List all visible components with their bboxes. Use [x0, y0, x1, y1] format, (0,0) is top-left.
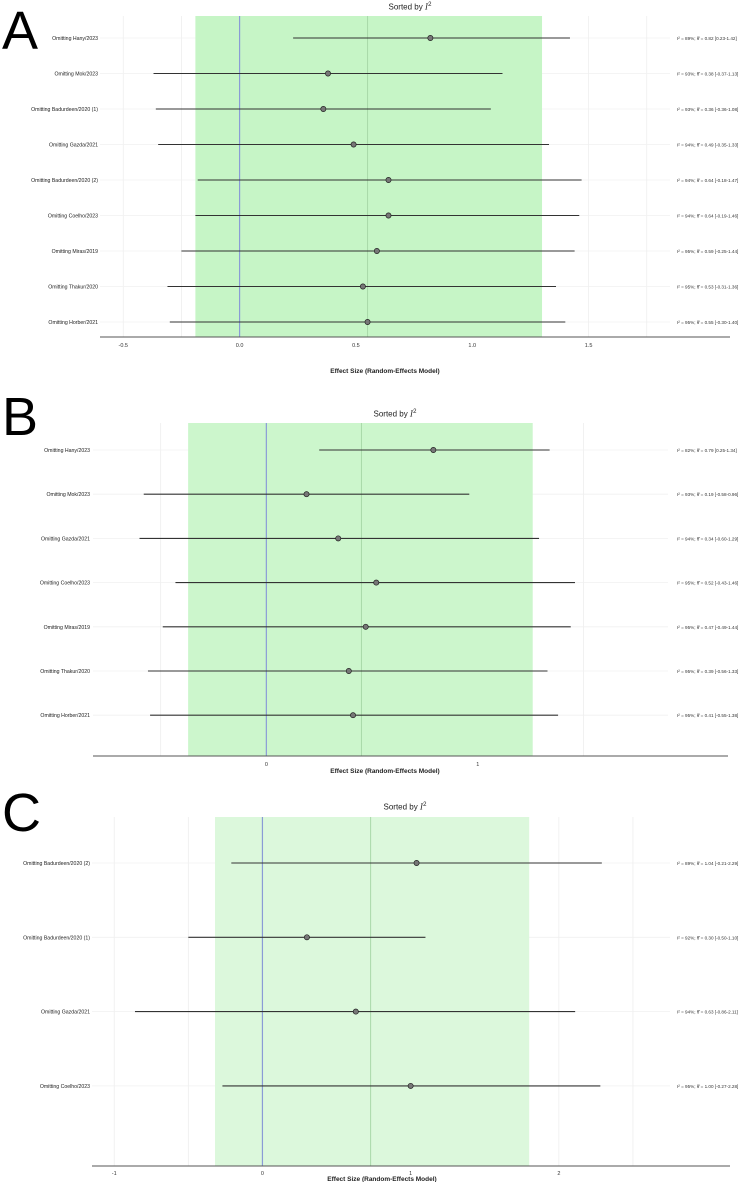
- x-axis-label: Effect Size (Random-Effects Model): [327, 1176, 436, 1182]
- title-stat-a: I: [424, 2, 429, 12]
- study-label: Omitting Badurdeen/2020 (2): [31, 178, 98, 184]
- x-tick-label: 0: [265, 762, 268, 768]
- study-annotation: I² = 95%; θ̂ = 0.39 [-0.56-1.33]: [677, 669, 738, 674]
- study-annotation: I² = 95%; θ̂ = 1.00 [-0.27-2.28]: [677, 1084, 738, 1089]
- study-annotation: I² = 93%; θ̂ = 0.36 [-0.36-1.08]: [677, 107, 738, 112]
- study-annotation: I² = 89%; θ̂ = 0.82 [0.23-1.42]: [677, 36, 737, 41]
- chart-title-a: Sorted by I2: [355, 2, 465, 12]
- study-label: Omitting Miras/2019: [52, 249, 99, 255]
- study-label: Omitting Horber/2021: [48, 320, 98, 326]
- study-annotation: I² = 92%; θ̂ = 0.30 [-0.50-1.10]: [677, 935, 738, 940]
- study-label: Omitting Miras/2019: [44, 625, 91, 631]
- study-annotation: I² = 94%; θ̂ = 0.64 [-0.18-1.47]: [677, 178, 738, 183]
- title-sup-b: 2: [413, 409, 417, 415]
- pooled-ci-band: [195, 16, 543, 337]
- title-prefix-b: Sorted by: [373, 409, 408, 419]
- study-annotation: I² = 95%; θ̂ = 0.52 [-0.43-1.46]: [677, 581, 738, 586]
- title-sup-a: 2: [428, 2, 432, 8]
- study-label: Omitting Badurdeen/2020 (1): [31, 107, 98, 113]
- panel-a: A Sorted by I2 Omitting Hany/2023 I² = 89…: [0, 0, 749, 380]
- point-estimate: [345, 668, 352, 674]
- point-estimate: [325, 70, 331, 77]
- study-label: Omitting Hany/2023: [52, 36, 98, 42]
- study-annotation: I² = 93%; θ̂ = 0.19 [-0.58-0.96]: [677, 492, 738, 497]
- pooled-ci-band: [188, 423, 533, 756]
- x-tick-label: 0.5: [352, 343, 360, 349]
- point-estimate: [364, 319, 371, 325]
- title-sup-c: 2: [423, 802, 427, 808]
- study-annotation: I² = 89%; θ̂ = 1.04 [-0.21-2.29]: [677, 861, 738, 866]
- x-axis-label: Effect Size (Random-Effects Model): [330, 768, 439, 775]
- panel-label-a: A: [2, 1, 39, 61]
- x-tick-label: 1: [476, 762, 479, 768]
- chart-title-c: Sorted by I2: [350, 802, 460, 812]
- study-annotation: I² = 95%; θ̂ = 0.55 [-0.30-1.40]: [677, 320, 738, 325]
- study-label: Omitting Gazda/2021: [49, 143, 98, 149]
- title-prefix-c: Sorted by: [383, 802, 418, 812]
- x-tick-label: 1: [409, 1171, 412, 1177]
- study-label: Omitting Gazda/2021: [41, 536, 90, 542]
- point-estimate: [373, 579, 380, 586]
- study-label: Omitting Badurdeen/2020 (1): [23, 935, 90, 941]
- study-label: Omitting Badurdeen/2020 (2): [23, 861, 90, 867]
- forest-plot-c: Omitting Badurdeen/2020 (2) I² = 89%; θ̂ …: [23, 817, 738, 1182]
- pooled-ci-band: [215, 817, 530, 1166]
- study-annotation: I² = 94%; θ̂ = 0.64 [-0.19-1.46]: [677, 214, 738, 219]
- point-estimate: [350, 712, 356, 719]
- point-estimate: [385, 212, 392, 219]
- study-annotation: I² = 95%; θ̂ = 0.59 [-0.25-1.44]: [677, 249, 738, 254]
- study-label: Omitting Mok/2023: [46, 492, 90, 498]
- study-annotation: I² = 82%; θ̂ = 0.79 [0.25-1.34]: [677, 448, 737, 453]
- study-label: Omitting Gazda/2021: [41, 1010, 90, 1016]
- study-label: Omitting Mok/2023: [54, 72, 98, 78]
- chart-title-b: Sorted by I2: [340, 409, 450, 419]
- panel-label-b: B: [2, 387, 39, 447]
- study-label: Omitting Horber/2021: [40, 713, 90, 719]
- x-tick-label: -1: [112, 1171, 117, 1177]
- point-estimate: [413, 860, 420, 866]
- title-stat-c: I: [419, 802, 424, 812]
- forest-plot-a: Omitting Hany/2023 I² = 89%; θ̂ = 0.82 [0…: [31, 16, 738, 375]
- point-estimate: [352, 1008, 359, 1015]
- point-estimate: [385, 177, 392, 183]
- title-prefix-a: Sorted by: [388, 2, 423, 12]
- x-tick-label: 1.0: [468, 343, 476, 349]
- study-annotation: I² = 94%; θ̂ = 0.34 [-0.60-1.29]: [677, 536, 738, 541]
- point-estimate: [362, 623, 369, 630]
- study-label: Omitting Coelho/2023: [48, 214, 98, 220]
- study-annotation: I² = 95%; θ̂ = 0.41 [-0.55-1.38]: [677, 713, 738, 718]
- point-estimate: [350, 141, 357, 148]
- panel-c: C Sorted by I2 Omitting Badurdeen/2020 (…: [0, 780, 749, 1182]
- point-estimate: [430, 447, 437, 453]
- study-annotation: I² = 94%; θ̂ = 0.49 [-0.35-1.33]: [677, 143, 738, 148]
- panel-b: B Sorted by I2 Omitting Hany/2023 I² = 82…: [0, 385, 749, 780]
- study-annotation: I² = 95%; θ̂ = 0.53 [-0.31-1.36]: [677, 285, 738, 290]
- x-tick-label: 1.5: [585, 343, 593, 349]
- study-label: Omitting Thakur/2020: [40, 669, 90, 675]
- point-estimate: [427, 35, 434, 41]
- point-estimate: [335, 535, 342, 542]
- point-estimate: [320, 106, 327, 112]
- study-annotation: I² = 93%; θ̂ = 0.38 [-0.37-1.13]: [677, 72, 738, 77]
- point-estimate: [359, 283, 366, 290]
- title-stat-b: I: [409, 409, 414, 419]
- study-annotation: I² = 95%; θ̂ = 0.47 [-0.49-1.44]: [677, 625, 738, 630]
- x-tick-label: 0: [261, 1171, 264, 1177]
- study-label: Omitting Thakur/2020: [48, 285, 98, 291]
- study-annotation: I² = 94%; θ̂ = 0.63 [-0.86-2.11]: [677, 1010, 738, 1015]
- x-tick-label: 2: [557, 1171, 560, 1177]
- study-label: Omitting Coelho/2023: [40, 581, 90, 587]
- study-label: Omitting Hany/2023: [44, 448, 90, 454]
- forest-plot-b: Omitting Hany/2023 I² = 82%; θ̂ = 0.79 [0…: [40, 423, 738, 775]
- point-estimate: [303, 491, 310, 498]
- x-axis-label: Effect Size (Random-Effects Model): [330, 368, 439, 375]
- x-tick-label: -0.5: [119, 343, 128, 349]
- x-tick-label: 0.0: [236, 343, 244, 349]
- point-estimate: [373, 248, 380, 254]
- point-estimate: [303, 934, 310, 941]
- point-estimate: [407, 1082, 414, 1089]
- panel-label-c: C: [2, 783, 41, 843]
- study-label: Omitting Coelho/2023: [40, 1084, 90, 1090]
